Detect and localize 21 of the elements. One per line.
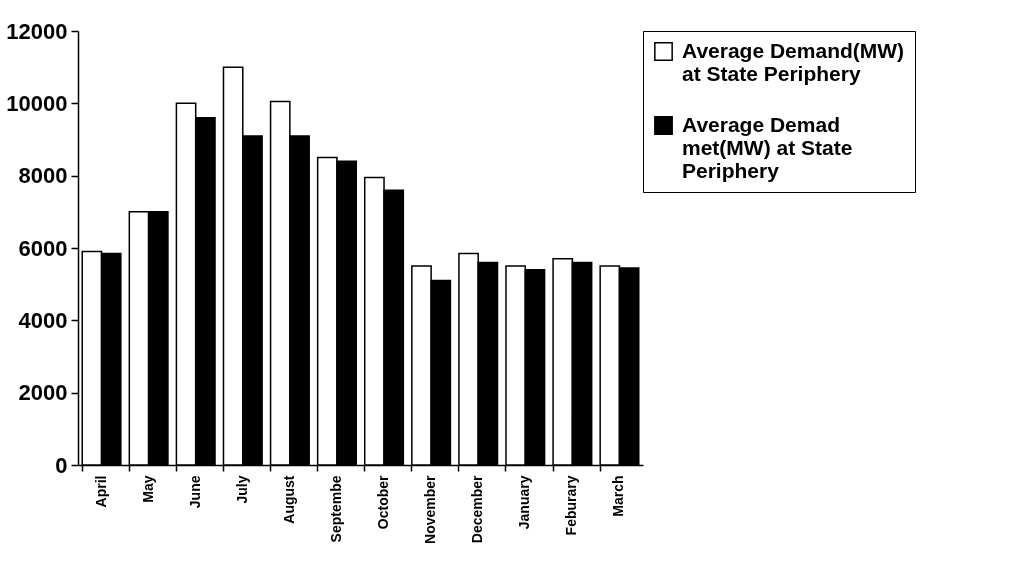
x-tick-label: May bbox=[139, 475, 156, 503]
x-tick-label: March bbox=[610, 475, 627, 517]
y-tick-label: 6000 bbox=[18, 235, 68, 261]
x-tick-label: July bbox=[233, 475, 250, 504]
x-tick-label: October bbox=[375, 474, 392, 530]
y-tick-label: 10000 bbox=[6, 90, 68, 116]
x-tick-label: Septembe bbox=[327, 475, 344, 543]
x-tick-label: June bbox=[186, 475, 203, 509]
legend-label: Average Demad met(MW) at State Periphery bbox=[682, 112, 853, 182]
y-tick-label: 8000 bbox=[18, 163, 68, 189]
y-tick-label: 0 bbox=[55, 452, 68, 478]
x-tick-label: April bbox=[92, 475, 109, 508]
legend-label: Average Demand(MW) at State Periphery bbox=[682, 38, 905, 85]
x-tick-label: November bbox=[422, 474, 439, 544]
y-tick-label: 12000 bbox=[6, 18, 68, 44]
y-tick-label: 4000 bbox=[18, 307, 68, 333]
x-tick-label: August bbox=[280, 475, 297, 524]
x-tick-label: Feburary bbox=[563, 475, 580, 536]
x-tick-label: December bbox=[469, 474, 486, 544]
y-tick-label: 2000 bbox=[18, 380, 68, 406]
x-tick-label: January bbox=[516, 475, 533, 530]
